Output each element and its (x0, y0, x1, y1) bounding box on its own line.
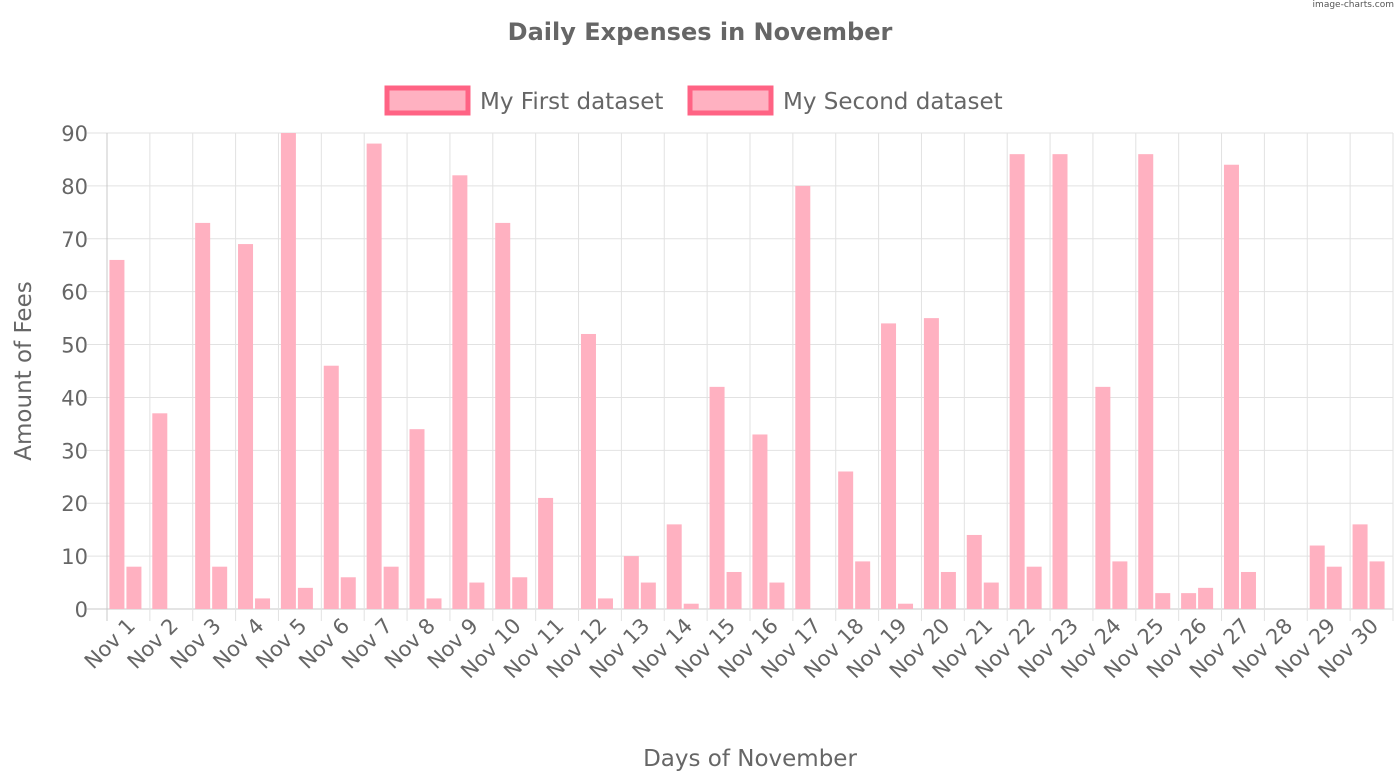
bar-second-20[interactable] (940, 571, 956, 609)
y-tick-label: 0 (75, 598, 88, 622)
bar-first-27[interactable] (1223, 164, 1239, 609)
bars (109, 133, 1385, 610)
bar-second-19[interactable] (898, 603, 914, 609)
bar-first-8[interactable] (409, 429, 425, 609)
bar-second-27[interactable] (1240, 571, 1256, 609)
legend-swatch-first (384, 85, 471, 116)
bar-second-16[interactable] (769, 582, 785, 609)
legend: My First dataset My Second dataset (384, 85, 1003, 116)
bar-second-25[interactable] (1155, 593, 1171, 609)
bar-first-23[interactable] (1052, 154, 1068, 609)
y-tick-label: 90 (61, 122, 88, 146)
legend-swatch-second (687, 85, 774, 116)
bar-second-6[interactable] (340, 577, 356, 609)
legend-item-second-dataset[interactable]: My Second dataset (687, 85, 1003, 116)
bar-first-12[interactable] (580, 333, 596, 609)
y-tick-label: 80 (61, 175, 88, 199)
bar-first-13[interactable] (623, 556, 639, 609)
y-axis-title: Amount of Fees (11, 281, 37, 460)
x-axis-title: Days of November (643, 746, 857, 772)
bar-second-8[interactable] (426, 598, 442, 609)
y-tick-label: 50 (61, 334, 88, 358)
bar-first-2[interactable] (152, 413, 168, 609)
bar-second-4[interactable] (255, 598, 271, 609)
y-tick-label: 60 (61, 281, 88, 305)
bar-first-14[interactable] (666, 524, 682, 609)
bar-second-14[interactable] (683, 603, 699, 609)
chart-title: Daily Expenses in November (507, 18, 893, 46)
bar-first-4[interactable] (238, 244, 254, 610)
bar-first-26[interactable] (1181, 593, 1197, 609)
bar-first-15[interactable] (709, 386, 725, 609)
bar-first-20[interactable] (923, 318, 939, 609)
bar-second-7[interactable] (383, 566, 399, 609)
bar-first-11[interactable] (538, 497, 554, 609)
bar-first-10[interactable] (495, 222, 511, 609)
bar-second-29[interactable] (1326, 566, 1342, 609)
bar-first-25[interactable] (1138, 154, 1154, 609)
bar-first-18[interactable] (838, 471, 854, 609)
bar-second-21[interactable] (983, 582, 999, 609)
bar-second-22[interactable] (1026, 566, 1042, 609)
bar-first-21[interactable] (966, 534, 982, 609)
bar-first-1[interactable] (109, 259, 125, 609)
bar-second-13[interactable] (640, 582, 656, 609)
y-axis: 0 10 20 30 40 50 60 70 80 90 (61, 122, 88, 622)
y-tick-label: 30 (61, 439, 88, 463)
bar-second-9[interactable] (469, 582, 485, 609)
grid (87, 132, 1394, 621)
bar-second-15[interactable] (726, 571, 742, 609)
bar-first-17[interactable] (795, 185, 811, 609)
bar-first-29[interactable] (1309, 545, 1325, 609)
bar-first-16[interactable] (752, 434, 768, 609)
legend-item-first-dataset[interactable]: My First dataset (384, 85, 663, 116)
watermark: image-charts.com (1312, 0, 1394, 10)
y-tick-label: 10 (61, 545, 88, 569)
bar-second-5[interactable] (297, 587, 313, 609)
bar-first-6[interactable] (323, 365, 339, 609)
bar-first-19[interactable] (881, 323, 897, 609)
bar-first-24[interactable] (1095, 386, 1111, 609)
bar-second-26[interactable] (1198, 587, 1214, 609)
bar-first-5[interactable] (280, 133, 296, 609)
bar-first-3[interactable] (195, 222, 211, 609)
legend-label-first: My First dataset (480, 89, 663, 115)
legend-label-second: My Second dataset (783, 89, 1003, 115)
bar-second-18[interactable] (855, 561, 871, 609)
bar-first-22[interactable] (1009, 154, 1025, 609)
y-tick-label: 70 (61, 228, 88, 252)
y-tick-label: 40 (61, 386, 88, 410)
bar-second-30[interactable] (1369, 561, 1385, 609)
bar-first-9[interactable] (452, 175, 468, 610)
y-tick-label: 20 (61, 492, 88, 516)
bar-second-12[interactable] (597, 598, 613, 609)
bar-second-3[interactable] (212, 566, 228, 609)
bar-first-7[interactable] (366, 143, 382, 610)
bar-second-24[interactable] (1112, 561, 1128, 609)
bar-second-1[interactable] (126, 566, 142, 609)
bar-second-10[interactable] (512, 577, 528, 609)
bar-first-30[interactable] (1352, 524, 1368, 609)
